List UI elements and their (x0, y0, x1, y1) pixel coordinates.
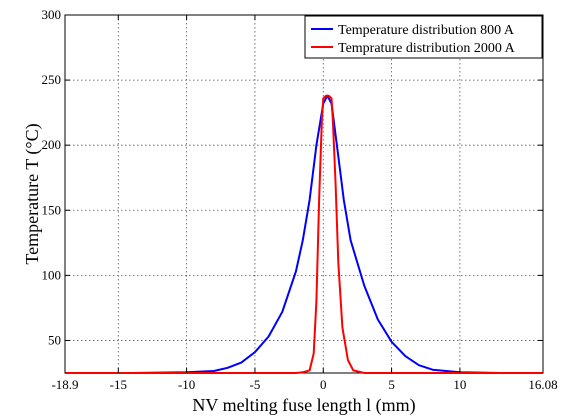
y-tick-label: 100 (42, 267, 62, 282)
legend-label: Temperature distribution 800 A (338, 23, 515, 38)
x-tick-label: 10 (453, 377, 466, 392)
y-tick-label: 300 (42, 7, 62, 22)
y-tick-label: 200 (42, 137, 62, 152)
x-tick-label: -10 (178, 377, 195, 392)
x-tick-label: -18.9 (51, 377, 78, 392)
legend: Temperature distribution 800 A Temprature… (304, 15, 543, 59)
series-line-1 (65, 94, 543, 374)
legend-box (304, 15, 543, 59)
x-tick-label: 0 (320, 377, 327, 392)
x-tick-label: -5 (250, 377, 261, 392)
y-tick-label: 50 (48, 332, 61, 347)
series-line-2 (65, 94, 543, 374)
grid-lines (65, 15, 543, 373)
series-layer (65, 94, 543, 374)
y-tick-label: 250 (42, 72, 62, 87)
x-tick-label: 5 (388, 377, 395, 392)
x-tick-label: -15 (110, 377, 127, 392)
legend-label: Temprature distribution 2000 A (338, 41, 516, 56)
x-tick-label: 16.08 (528, 377, 557, 392)
y-axis-label: Temperature T (°C) (22, 123, 43, 264)
plot-frame (64, 14, 544, 374)
x-axis-label: NV melting fuse length l (mm) (192, 395, 415, 416)
y-tick-label: 150 (42, 202, 62, 217)
tick-labels: -18.9 -15 -10 -5 0 5 10 16.08 50 100 150 200 250 300 (42, 7, 558, 392)
